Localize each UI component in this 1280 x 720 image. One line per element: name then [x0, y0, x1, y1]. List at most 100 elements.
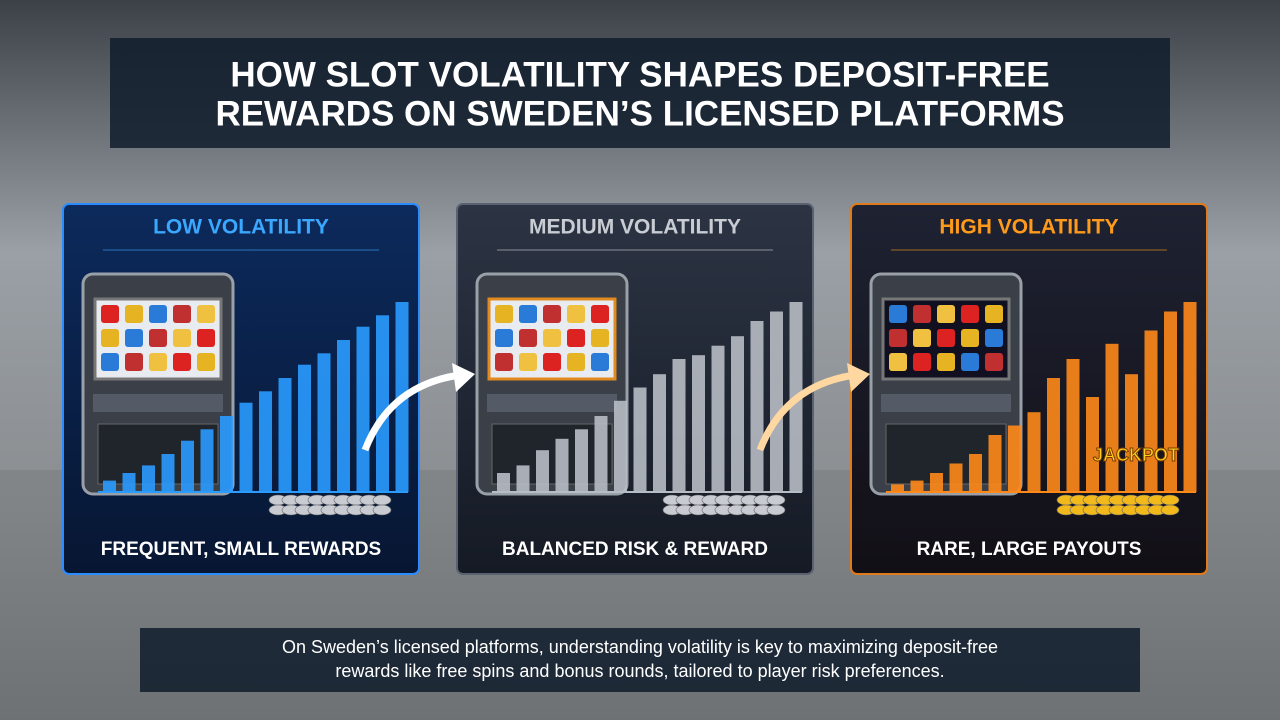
bar-graphic: [1164, 311, 1177, 492]
slot-symbol: [149, 305, 167, 323]
footer-box: [140, 628, 1140, 692]
bar-graphic: [750, 321, 764, 492]
slot-cabinet: [97, 423, 219, 485]
bar-graphic: [181, 440, 194, 492]
slot-symbol: [985, 353, 1003, 371]
slot-symbol: [591, 353, 609, 371]
slot-symbol: [961, 353, 979, 371]
slot-panel: [93, 394, 223, 412]
arrow: [361, 371, 461, 452]
slot-symbol: [495, 329, 513, 347]
slot-symbol: [519, 305, 537, 323]
slot-symbol: [567, 329, 585, 347]
slot-symbol: [543, 329, 561, 347]
bar-graphic: [575, 429, 588, 492]
bar-graphic: [122, 473, 136, 492]
slot-symbol: [173, 353, 191, 371]
bar-graphic: [594, 416, 608, 492]
bar-graphic: [497, 473, 510, 492]
arrow: [756, 371, 856, 452]
bar-graphic: [239, 402, 253, 492]
panel-caption: RARE, LARGE PAYOUTS: [917, 539, 1142, 560]
panel-caption: FREQUENT, SMALL REWARDS: [101, 539, 381, 560]
slot-panel: [487, 394, 617, 412]
bar-graphic: [1047, 378, 1060, 492]
title-line: REWARDS ON SWEDEN’S LICENSED PLATFORMS: [215, 94, 1064, 133]
bar-graphic: [614, 400, 627, 492]
coin: [1160, 504, 1180, 516]
footer-line: rewards like free spins and bonus rounds…: [335, 661, 944, 681]
panel-heading: LOW VOLATILITY: [153, 216, 329, 239]
bar-graphic: [278, 378, 292, 492]
slot-symbol: [173, 329, 191, 347]
panel: HIGH VOLATILITY JACKPOT RARE, LARGE PAYOUT…: [850, 203, 1208, 575]
bar-graphic: [731, 336, 744, 492]
slot-symbol: [913, 305, 931, 323]
bar-graphic: [969, 454, 982, 492]
bar-graphic: [356, 326, 370, 492]
slot-symbol: [913, 329, 931, 347]
bar-graphic: [1008, 425, 1021, 492]
slot-symbol: [125, 329, 143, 347]
bar-graphic: [1086, 397, 1099, 492]
bar-graphic: [711, 345, 725, 492]
bar-graphic: [142, 465, 155, 492]
panel: MEDIUM VOLATILITY BALANCED RISK & REWARD: [456, 203, 814, 575]
title-box: [110, 38, 1170, 148]
bar-graphic: [337, 340, 350, 492]
slot-symbol: [567, 305, 585, 323]
bar-graphic: [1027, 412, 1041, 492]
bar-graphic: [770, 311, 783, 492]
slot-symbol: [173, 305, 191, 323]
bar-graphic: [672, 359, 686, 492]
slot-symbol: [543, 353, 561, 371]
slot-symbol: [125, 353, 143, 371]
slot-symbol: [495, 353, 513, 371]
bar-graphic: [103, 480, 116, 492]
slot-symbol: [197, 353, 215, 371]
coin: [372, 494, 392, 506]
slot-symbol: [591, 305, 609, 323]
arrow-head: [847, 363, 870, 392]
bar-graphic: [653, 374, 666, 492]
coin: [766, 504, 786, 516]
slot-symbol: [101, 353, 119, 371]
slot-symbol: [197, 305, 215, 323]
panels: LOW VOLATILITY FREQUENT, SMALL REWARDS MED…: [62, 203, 1208, 575]
bar-graphic: [1105, 343, 1119, 492]
bar-graphic: [949, 463, 963, 492]
bar-graphic: [516, 465, 530, 492]
slot-symbol: [913, 353, 931, 371]
slot-symbol: [985, 329, 1003, 347]
bar-graphic: [220, 416, 233, 492]
slot-symbol: [149, 329, 167, 347]
bar-graphic: [910, 480, 924, 492]
slot-symbol: [961, 329, 979, 347]
slot-symbol: [543, 305, 561, 323]
bar-graphic: [298, 364, 311, 492]
panel-heading: MEDIUM VOLATILITY: [529, 216, 741, 239]
slot-symbol: [937, 329, 955, 347]
panel: LOW VOLATILITY FREQUENT, SMALL REWARDS: [62, 203, 420, 575]
bar-graphic: [376, 315, 389, 492]
panel-caption: BALANCED RISK & REWARD: [502, 539, 768, 560]
bar-graphic: [1144, 330, 1158, 492]
slot-panel: [881, 394, 1011, 412]
bar-graphic: [891, 484, 904, 492]
slot-symbol: [519, 329, 537, 347]
slot-symbol: [101, 305, 119, 323]
bar-graphic: [1183, 302, 1197, 492]
slot-cabinet: [885, 423, 1007, 485]
slot-symbol: [149, 353, 167, 371]
bar-graphic: [536, 450, 549, 492]
slot-symbol: [495, 305, 513, 323]
bar-graphic: [692, 355, 705, 492]
slot-symbol: [889, 329, 907, 347]
slot-symbol: [961, 305, 979, 323]
slot-symbol: [567, 353, 585, 371]
slot-symbol: [197, 329, 215, 347]
title-line: HOW SLOT VOLATILITY SHAPES DEPOSIT-FREE: [230, 55, 1049, 94]
bar-graphic: [259, 391, 272, 492]
slot-symbol: [889, 305, 907, 323]
